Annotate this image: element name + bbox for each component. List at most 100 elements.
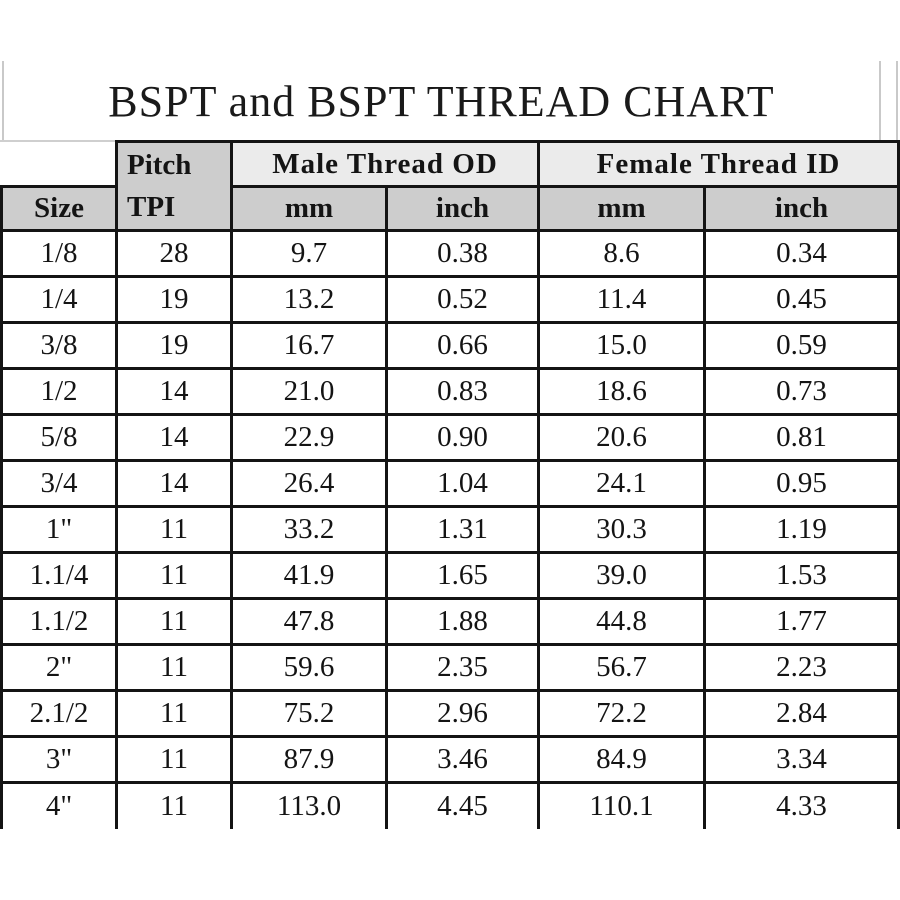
table-cell: 11	[115, 551, 233, 600]
table-cell: 1/4	[0, 275, 118, 324]
column-group-female-thread-id: Female Thread ID	[537, 140, 900, 188]
table-cell: 2"	[0, 643, 118, 692]
table-cell: 11	[115, 505, 233, 554]
table-cell: 9.7	[230, 229, 388, 278]
table-cell: 1.65	[384, 551, 541, 600]
table-cell: 30.3	[537, 505, 707, 554]
table-row: 2.1/2 11 75.2 2.96 72.2 2.84	[0, 689, 900, 738]
table-cell: 14	[115, 459, 233, 508]
table-cell: 3.34	[703, 735, 900, 784]
chart-title-box: BSPT and BSPT THREAD CHART	[2, 61, 881, 141]
table-header: Pitch TPI Male Thread OD Female Thread I…	[0, 140, 900, 232]
table-cell: 15.0	[537, 321, 707, 370]
table-cell: 21.0	[230, 367, 388, 416]
table-row: 1" 11 33.2 1.31 30.3 1.19	[0, 505, 900, 554]
table-cell: 59.6	[230, 643, 388, 692]
table-cell: 5/8	[0, 413, 118, 462]
table-cell: 20.6	[537, 413, 707, 462]
table-cell: 1.88	[384, 597, 541, 646]
table-cell: 0.45	[703, 275, 900, 324]
table-cell: 1.1/2	[0, 597, 118, 646]
table-cell: 1.31	[384, 505, 541, 554]
column-header-female-mm: mm	[537, 185, 707, 232]
table-cell: 24.1	[537, 459, 707, 508]
table-cell: 0.52	[384, 275, 541, 324]
table-cell: 11	[115, 643, 233, 692]
table-cell: 1.1/4	[0, 551, 118, 600]
table-cell: 2.23	[703, 643, 900, 692]
table-cell: 39.0	[537, 551, 707, 600]
table-cell: 0.34	[703, 229, 900, 278]
table-row: 1.1/2 11 47.8 1.88 44.8 1.77	[0, 597, 900, 646]
table-cell: 84.9	[537, 735, 707, 784]
pitch-label-line2: TPI	[127, 191, 176, 223]
title-right-border-line	[896, 61, 898, 141]
table-cell: 0.95	[703, 459, 900, 508]
table-row: 5/8 14 22.9 0.90 20.6 0.81	[0, 413, 900, 462]
table-cell: 44.8	[537, 597, 707, 646]
column-header-pitch-tpi: Pitch TPI	[115, 140, 233, 232]
table-cell: 1.19	[703, 505, 900, 554]
table-cell: 0.38	[384, 229, 541, 278]
table-cell: 2.84	[703, 689, 900, 738]
table-cell: 22.9	[230, 413, 388, 462]
table-row: 1/4 19 13.2 0.52 11.4 0.45	[0, 275, 900, 324]
table-cell: 14	[115, 367, 233, 416]
table-cell: 1/2	[0, 367, 118, 416]
table-cell: 1.53	[703, 551, 900, 600]
table-cell: 0.59	[703, 321, 900, 370]
table-cell: 75.2	[230, 689, 388, 738]
table-cell: 41.9	[230, 551, 388, 600]
table-cell: 1"	[0, 505, 118, 554]
table-row: 1.1/4 11 41.9 1.65 39.0 1.53	[0, 551, 900, 600]
table-cell: 110.1	[537, 781, 707, 829]
thread-chart-table: Pitch TPI Male Thread OD Female Thread I…	[0, 140, 900, 829]
table-cell: 72.2	[537, 689, 707, 738]
table-cell: 14	[115, 413, 233, 462]
table-cell: 113.0	[230, 781, 388, 829]
table-row: 3" 11 87.9 3.46 84.9 3.34	[0, 735, 900, 784]
table-cell: 11	[115, 597, 233, 646]
table-cell: 33.2	[230, 505, 388, 554]
table-cell: 3/4	[0, 459, 118, 508]
table-cell: 11	[115, 689, 233, 738]
table-row: 4" 11 113.0 4.45 110.1 4.33	[0, 781, 900, 829]
table-cell: 3/8	[0, 321, 118, 370]
table-cell: 28	[115, 229, 233, 278]
table-cell: 19	[115, 321, 233, 370]
table-cell: 2.96	[384, 689, 541, 738]
table-row: 2" 11 59.6 2.35 56.7 2.23	[0, 643, 900, 692]
table-cell: 56.7	[537, 643, 707, 692]
column-header-male-inch: inch	[384, 185, 541, 232]
table-cell: 26.4	[230, 459, 388, 508]
table-cell: 87.9	[230, 735, 388, 784]
table-cell: 11	[115, 735, 233, 784]
column-header-size: Size	[0, 185, 118, 232]
table-cell: 16.7	[230, 321, 388, 370]
table-cell: 2.35	[384, 643, 541, 692]
table-cell: 0.90	[384, 413, 541, 462]
title-bottom-border-line	[0, 140, 118, 142]
table-cell: 2.1/2	[0, 689, 118, 738]
page-title: BSPT and BSPT THREAD CHART	[108, 76, 775, 126]
table-row: 1/2 14 21.0 0.83 18.6 0.73	[0, 367, 900, 416]
column-group-male-thread-od: Male Thread OD	[229, 140, 541, 188]
table-cell: 19	[115, 275, 233, 324]
pitch-label-line1: Pitch	[127, 149, 192, 181]
header-group-row: Pitch TPI Male Thread OD Female Thread I…	[1, 140, 900, 232]
header-unit-row: Size mm inch mm inch	[0, 185, 900, 232]
column-header-female-inch: inch	[703, 185, 900, 232]
table-cell: 0.83	[384, 367, 541, 416]
table-cell: 1.77	[703, 597, 900, 646]
table-row: 1/8 28 9.7 0.38 8.6 0.34	[0, 229, 900, 278]
table-cell: 1/8	[0, 229, 118, 278]
table-cell: 0.66	[384, 321, 541, 370]
table-cell: 3"	[0, 735, 118, 784]
table-cell: 11.4	[537, 275, 707, 324]
table-cell: 1.04	[384, 459, 541, 508]
table-cell: 8.6	[537, 229, 707, 278]
table-row: 3/8 19 16.7 0.66 15.0 0.59	[0, 321, 900, 370]
table-cell: 0.73	[703, 367, 900, 416]
table-cell: 3.46	[384, 735, 541, 784]
table-cell: 13.2	[230, 275, 388, 324]
